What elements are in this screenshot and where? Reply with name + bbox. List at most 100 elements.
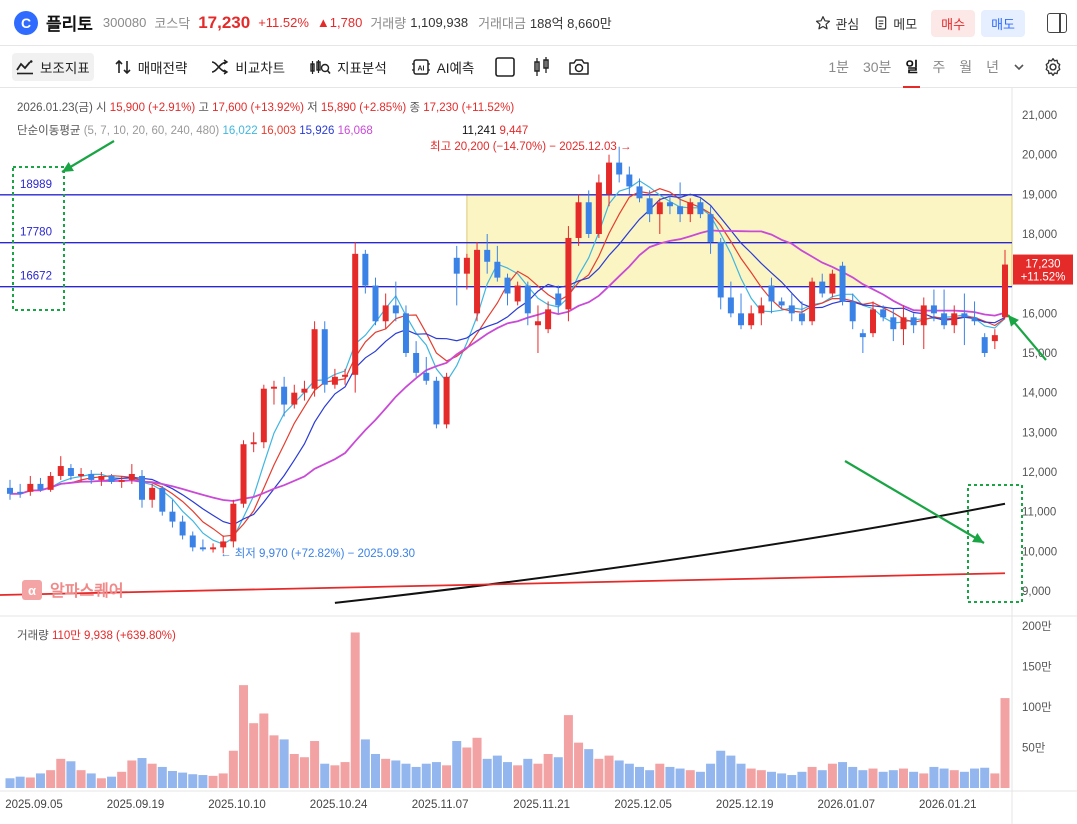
period-month[interactable]: 월	[959, 59, 973, 75]
ma-lines-highlight	[967, 484, 1023, 603]
period-1min[interactable]: 1분	[828, 59, 849, 75]
volume-bar	[56, 758, 66, 788]
candle-body	[463, 257, 470, 274]
date-tick-label: 2025.10.10	[208, 799, 266, 811]
volume-bar	[127, 760, 137, 788]
camera-icon	[569, 58, 590, 75]
price-tick-label: 19,000	[1022, 189, 1057, 201]
indicator-label: 보조지표	[40, 60, 90, 76]
volume-bar	[848, 766, 858, 788]
volume-bar	[167, 770, 177, 788]
period-30min[interactable]: 30분	[862, 59, 892, 75]
candle-body	[433, 380, 440, 425]
level-label: 16672	[20, 271, 52, 283]
candle-body	[961, 313, 968, 318]
candle-body	[859, 333, 866, 338]
candle-body	[352, 253, 359, 375]
candle-body	[687, 202, 694, 215]
price-tick-label: 11,000	[1022, 507, 1056, 519]
candle-body	[646, 198, 653, 215]
candle-body	[930, 305, 937, 314]
low-annotation: ← 최저 9,970 (+72.82%) − 2025.09.30	[220, 547, 415, 560]
stock-name: 플리토	[46, 15, 93, 34]
watermark-text: 알파스퀘어	[50, 582, 124, 600]
volume-bar	[259, 713, 269, 788]
candle-body	[240, 444, 247, 504]
ma-value-5: 16,022	[222, 125, 258, 137]
indicator-tool[interactable]: 보조지표	[12, 52, 94, 81]
volume-bar	[513, 765, 523, 788]
period-day[interactable]: 일	[903, 46, 921, 88]
close-label: 종	[409, 102, 421, 114]
candle-body	[321, 329, 328, 385]
volume-bar	[706, 763, 716, 788]
ma-value-7: 16,003	[260, 125, 297, 137]
candle-body	[270, 386, 277, 389]
checkbox-toggle[interactable]	[494, 56, 516, 78]
candle-body	[606, 162, 613, 195]
candle-body	[98, 475, 105, 480]
ma-10-line	[10, 193, 1006, 526]
candle-body	[372, 285, 379, 322]
buy-button[interactable]: 매수	[931, 9, 976, 37]
candle-body	[443, 376, 450, 425]
candle-body	[768, 285, 775, 302]
candle-body	[301, 388, 308, 393]
change-percent: +11.52%	[258, 15, 309, 30]
volume-bar	[827, 763, 837, 788]
candle-body	[311, 329, 318, 389]
candle-body	[17, 491, 24, 494]
candle-body	[829, 273, 836, 294]
period-year[interactable]: 년	[986, 59, 999, 75]
volume-bar	[35, 773, 45, 788]
candle-body	[250, 442, 257, 445]
watch-button[interactable]: 관심	[815, 14, 859, 33]
price-tick-label: 13,000	[1022, 427, 1057, 439]
candle-body	[534, 321, 541, 326]
chart-area[interactable]: 2026.01.23(금) 시 15,900 (+2.91%) 고 17,600…	[0, 88, 1077, 824]
volume-bar	[665, 766, 675, 788]
period-week[interactable]: 주	[932, 59, 946, 75]
candle-body	[342, 374, 349, 377]
volume-bar	[198, 775, 208, 788]
analysis-tool[interactable]: 지표분석	[305, 53, 391, 81]
candle-body	[138, 475, 145, 500]
memo-button[interactable]: 메모	[873, 14, 917, 33]
high-value: 17,600 (+13.92%)	[212, 102, 304, 114]
volume-bar	[756, 770, 766, 788]
ma-480-line	[0, 572, 1006, 596]
level-label: 17780	[20, 227, 52, 239]
amount-label: 거래대금	[478, 16, 526, 31]
panel-layout-icon[interactable]	[1047, 13, 1067, 33]
volume-bar	[157, 766, 167, 788]
ma-label: 단순이동평균	[17, 125, 81, 137]
period-more[interactable]	[1013, 46, 1025, 88]
ai-forecast-tool[interactable]: AI AI예측	[407, 53, 479, 81]
date-tick-label: 2025.09.05	[5, 799, 63, 811]
volume-bar	[371, 753, 381, 788]
ai-forecast-label: AI예측	[436, 60, 475, 76]
sell-button[interactable]: 매도	[981, 9, 1025, 37]
compare-tool[interactable]: 비교차트	[207, 53, 289, 81]
volume-bar	[299, 757, 309, 788]
gear-icon[interactable]	[1043, 57, 1063, 77]
candle-body	[108, 475, 115, 482]
strategy-tool[interactable]: 매매전략	[110, 53, 192, 81]
candle-body	[707, 214, 714, 242]
volume-bar	[736, 763, 746, 788]
volume-panel-label: 거래량	[17, 630, 49, 642]
candle-body	[636, 186, 643, 199]
level-label: 18989	[20, 179, 52, 191]
volume-bar	[898, 768, 908, 788]
volume-bar	[249, 723, 259, 788]
price-chart[interactable]: 21,00020,00019,00018,00017,00016,00015,0…	[0, 88, 1077, 824]
watermark-logo-icon	[22, 580, 42, 600]
volume-bar	[279, 739, 289, 788]
level-labels-highlight	[12, 166, 65, 311]
volume-bar	[117, 771, 127, 788]
volume-bar	[746, 768, 756, 788]
candle-type-button[interactable]	[532, 56, 552, 78]
screenshot-button[interactable]	[568, 57, 590, 77]
volume-group	[5, 632, 1010, 788]
candle-body	[555, 293, 562, 306]
